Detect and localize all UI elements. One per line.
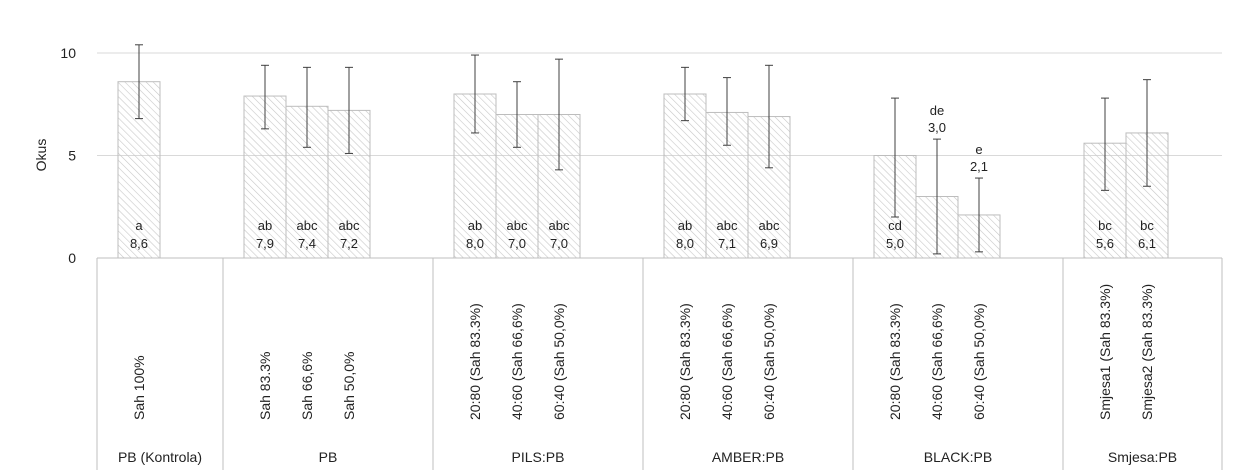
- group-label: PB (Kontrola): [118, 449, 202, 465]
- data-label: 5,0: [886, 236, 904, 251]
- x-tick-label: Sah 100%: [131, 355, 147, 420]
- significance-letters: ab: [468, 218, 482, 233]
- group-label: Smjesa:PB: [1108, 449, 1177, 465]
- significance-letters: bc: [1098, 218, 1112, 233]
- significance-letters: cd: [888, 218, 902, 233]
- significance-letters: ab: [258, 218, 272, 233]
- significance-letters: abc: [507, 218, 528, 233]
- y-tick-label: 5: [68, 148, 76, 164]
- x-tick-label: Sah 83.3%: [257, 352, 273, 421]
- significance-letters: abc: [717, 218, 738, 233]
- data-label: 7,9: [256, 236, 274, 251]
- x-tick-label: Sah 66,6%: [299, 352, 315, 421]
- x-tick-label: 20:80 (Sah 83.3%): [887, 303, 903, 420]
- axes: 0 5 10 Sah 100% PB (Kontrola) Sah 83.3% Sah 66…: [60, 45, 1223, 470]
- significance-letters: abc: [549, 218, 570, 233]
- x-tick-label: 60:40 (Sah 50,0%): [761, 303, 777, 420]
- bar: [663, 93, 707, 259]
- x-tick-label: 20:80 (Sah 83.3%): [677, 303, 693, 420]
- data-label: 2,1: [970, 159, 988, 174]
- data-label: 6,1: [1138, 236, 1156, 251]
- significance-letters: de: [930, 103, 944, 118]
- data-label: 3,0: [928, 120, 946, 135]
- group-label: BLACK:PB: [924, 449, 992, 465]
- significance-letters: abc: [339, 218, 360, 233]
- x-tick-label: 20:80 (Sah 83.3%): [467, 303, 483, 420]
- data-label: 6,9: [760, 236, 778, 251]
- data-label: 7,2: [340, 236, 358, 251]
- group-label: PILS:PB: [512, 449, 565, 465]
- x-tick-label: 40:60 (Sah 66,6%): [719, 303, 735, 420]
- y-tick-label: 0: [68, 250, 76, 266]
- group-label: PB: [319, 449, 338, 465]
- x-tick-label: Sah 50,0%: [341, 352, 357, 421]
- significance-letters: abc: [759, 218, 780, 233]
- significance-letters: bc: [1140, 218, 1154, 233]
- bars: a 8,6 ab 7,9 abc 7,4 abc 7,2 ab 8,0 abc 7,0 abc 7,0 ab…: [117, 44, 1169, 259]
- x-tick-label: 40:60 (Sah 66,6%): [509, 303, 525, 420]
- data-label: 7,1: [718, 236, 736, 251]
- data-label: 5,6: [1096, 236, 1114, 251]
- x-tick-label: 60:40 (Sah 50,0%): [971, 303, 987, 420]
- data-label: 8,6: [130, 236, 148, 251]
- data-label: 8,0: [676, 236, 694, 251]
- significance-letters: e: [975, 142, 982, 157]
- y-tick-label: 10: [60, 45, 76, 61]
- y-axis-label: Okus: [33, 139, 49, 172]
- data-label: 7,0: [550, 236, 568, 251]
- data-label: 7,0: [508, 236, 526, 251]
- data-label: 8,0: [466, 236, 484, 251]
- significance-letters: abc: [297, 218, 318, 233]
- x-tick-label: 60:40 (Sah 50,0%): [551, 303, 567, 420]
- significance-letters: a: [135, 218, 143, 233]
- significance-letters: ab: [678, 218, 692, 233]
- x-tick-label: 40:60 (Sah 66,6%): [929, 303, 945, 420]
- x-tick-label: Smjesa1 (Sah 83.3%): [1097, 284, 1113, 420]
- x-tick-label: Smjesa2 (Sah 83.3%): [1139, 284, 1155, 420]
- group-label: AMBER:PB: [712, 449, 784, 465]
- data-label: 7,4: [298, 236, 316, 251]
